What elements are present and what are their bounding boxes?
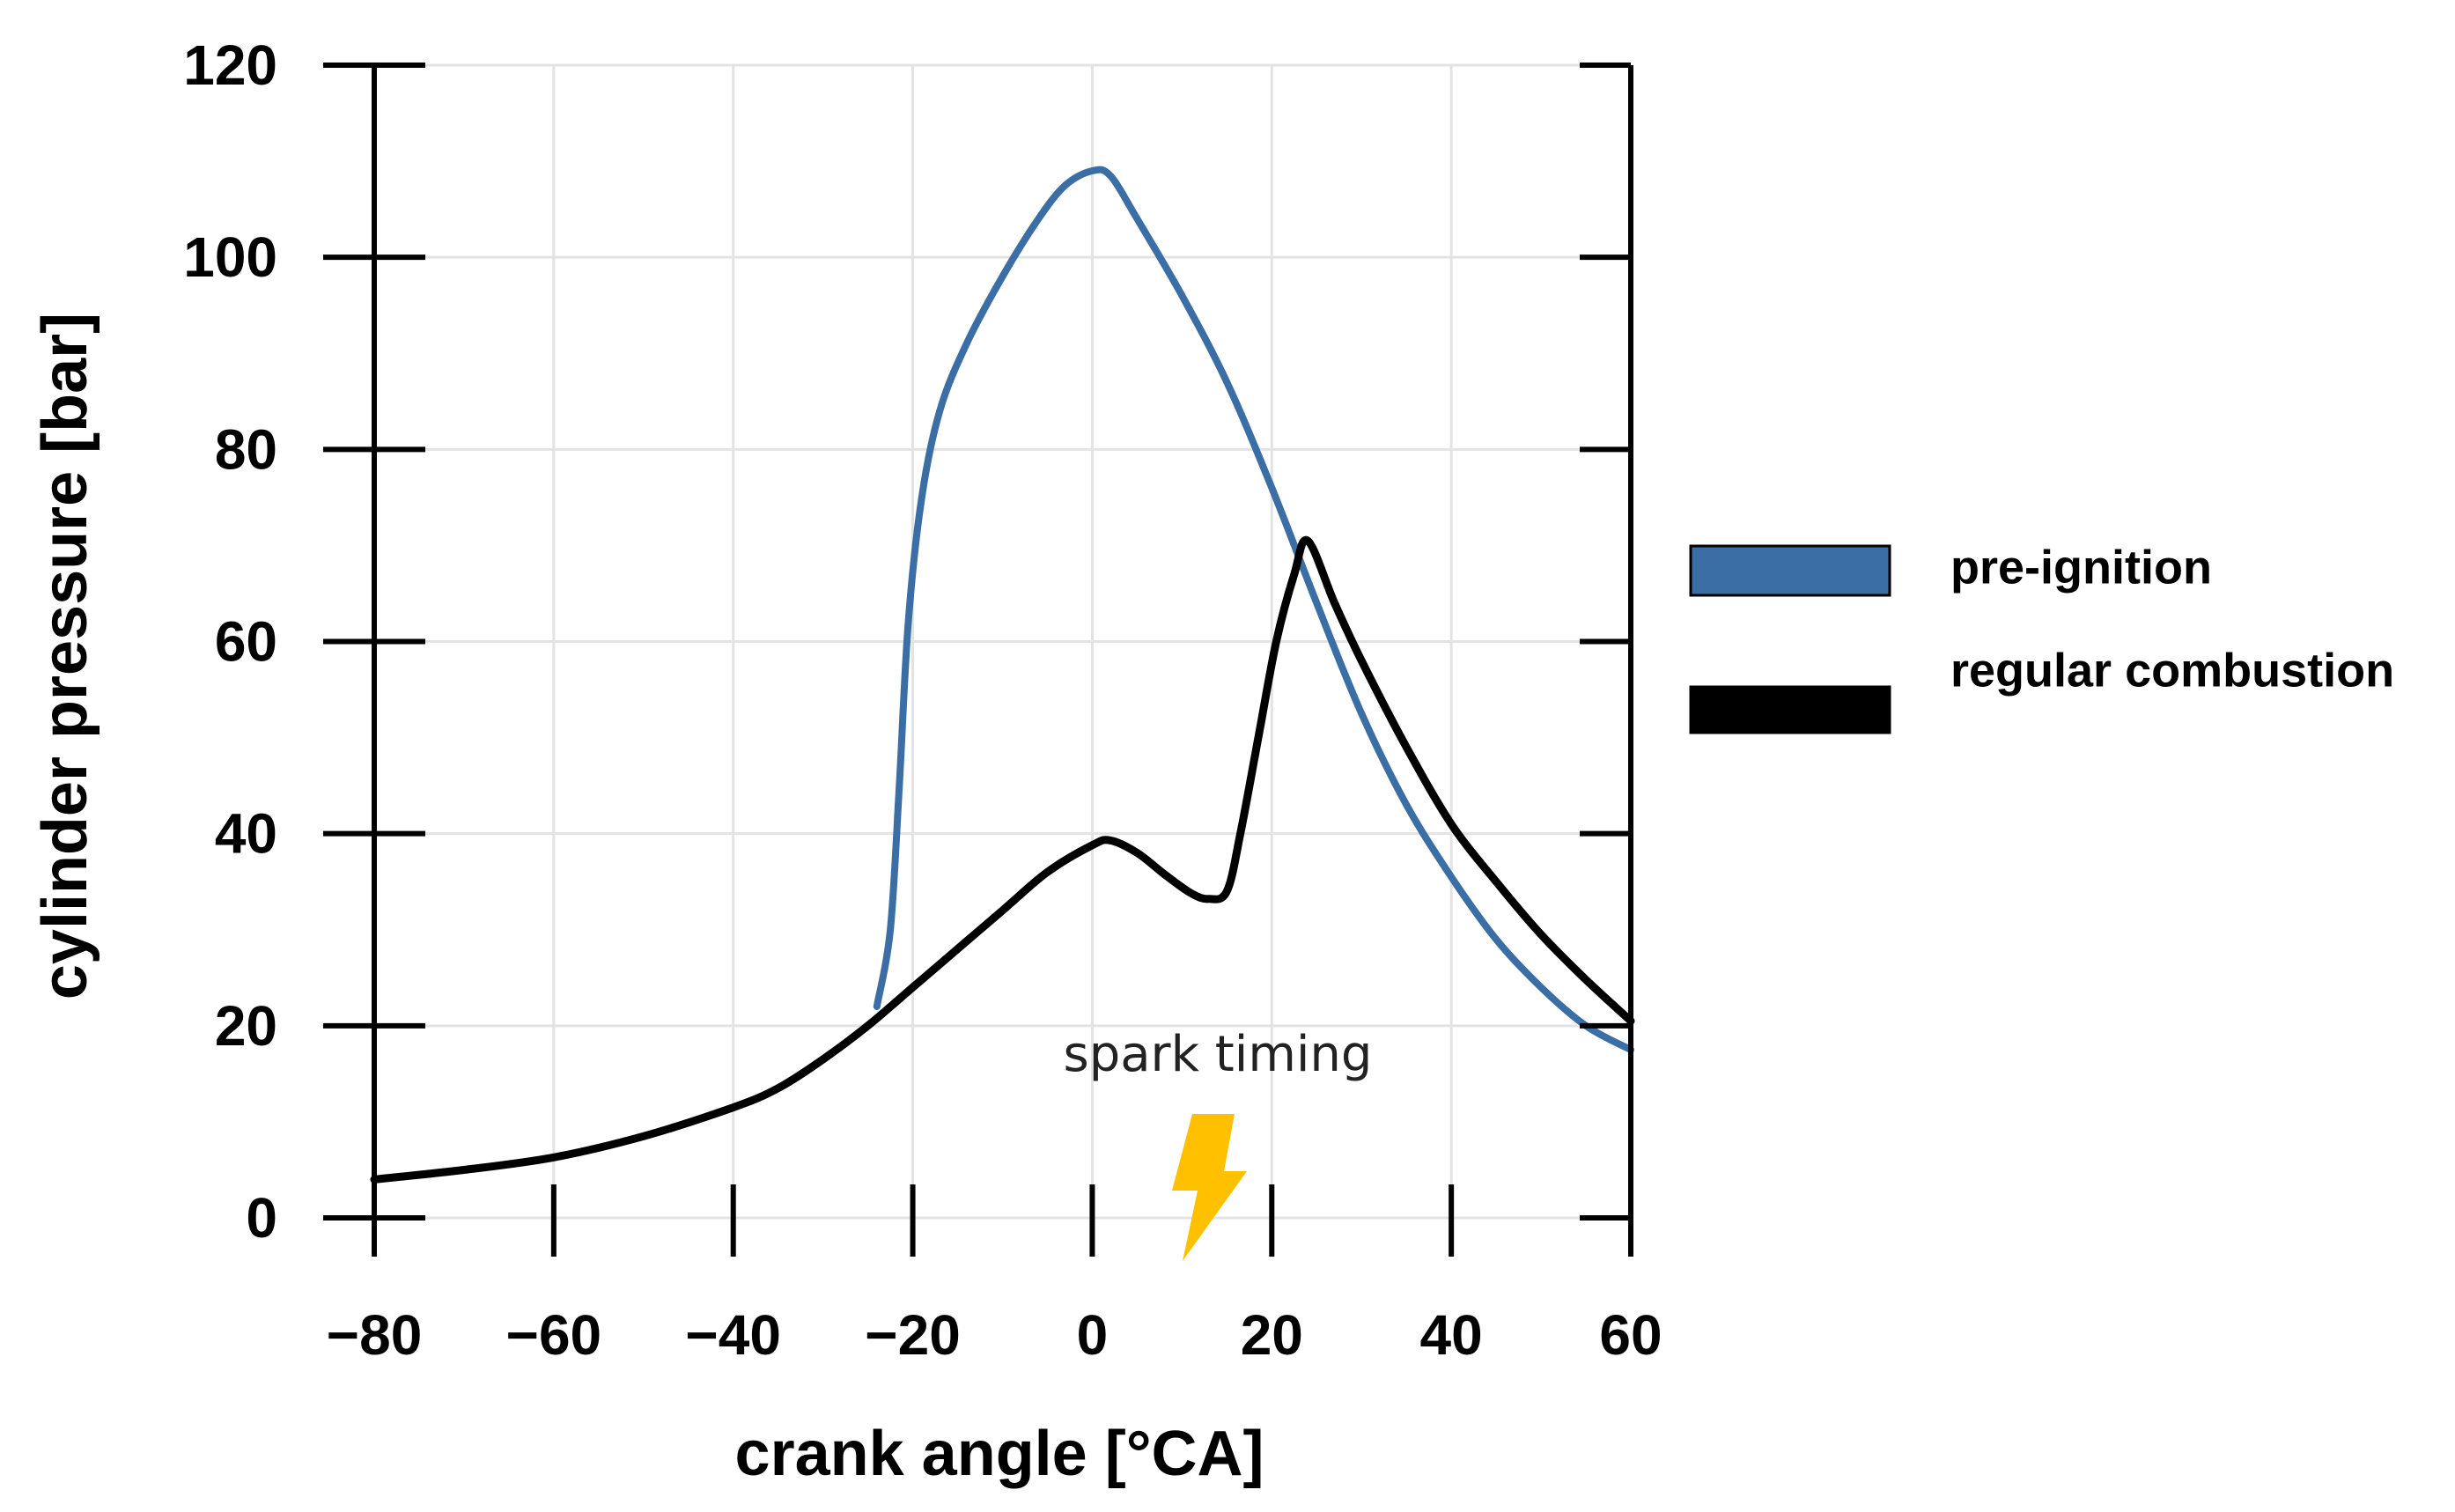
series-layer — [370, 166, 1635, 1184]
series-line-pre-ignition — [873, 166, 1634, 1054]
y-tick-label: 80 — [215, 417, 277, 481]
x-axis-title: crank angle [°CA] — [735, 1419, 1264, 1489]
grid-lines — [372, 63, 1633, 1220]
x-tick-label: −80 — [327, 1303, 423, 1367]
x-tick-label: −60 — [506, 1303, 602, 1367]
legend-label-pre-ignition: pre-ignition — [1950, 541, 2212, 594]
x-tick-label: 20 — [1241, 1303, 1303, 1367]
y-axis-title: cylinder pressure [bar] — [30, 313, 100, 999]
legend-swatch-pre-ignition — [1689, 544, 1891, 597]
y-tick-label: 120 — [183, 33, 277, 97]
legend-label-regular-combustion: regular combustion — [1950, 644, 2394, 697]
lightning-bolt-icon — [1172, 1114, 1247, 1261]
x-tick-label: 0 — [1077, 1303, 1109, 1367]
y-tick-label: 20 — [215, 994, 277, 1058]
x-tick-label: 40 — [1420, 1303, 1483, 1367]
x-tick-label: −20 — [865, 1303, 961, 1367]
spark-timing-annotation: spark timing — [1064, 1026, 1373, 1083]
x-tick-label: −40 — [685, 1303, 781, 1367]
y-tick-label: 40 — [215, 802, 277, 866]
y-tick-label: 60 — [215, 610, 277, 674]
legend: pre-ignition regular combustion — [1689, 541, 2394, 734]
tick-labels: 0 20 40 60 80 100 120 −80 −60 −40 −20 0 20 40 60 — [183, 33, 1662, 1367]
y-tick-label: 0 — [246, 1186, 277, 1250]
y-tick-label: 100 — [183, 225, 277, 289]
x-tick-label: 60 — [1599, 1303, 1662, 1367]
legend-swatch-regular-combustion — [1689, 685, 1891, 734]
tick-marks — [323, 63, 1633, 1257]
series-line-regular-combustion — [370, 535, 1635, 1184]
